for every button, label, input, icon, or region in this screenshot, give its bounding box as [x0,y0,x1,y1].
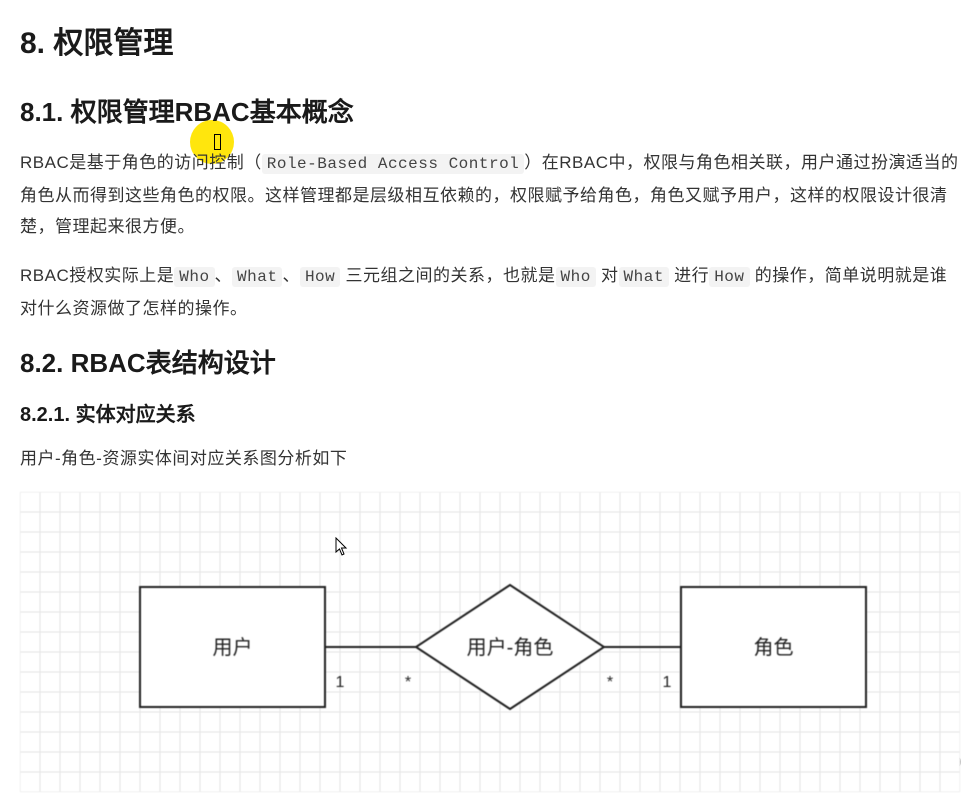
heading-section-8-1: 8.1. 权限管理RBAC基本概念 [20,92,960,129]
paragraph-rbac-intro: RBAC是基于角色的访问控制（Role-Based Access Control… [20,147,960,242]
svg-text:*: * [405,674,411,691]
text-fragment: 、 [215,266,233,285]
heading-section-8-2: 8.2. RBAC表结构设计 [20,343,960,380]
code-rbac-fullname: Role-Based Access Control [262,154,525,174]
heading-section-8: 8. 权限管理 [20,18,960,62]
paragraph-rbac-triplet: RBAC授权实际上是Who、What、How 三元组之间的关系，也就是Who 对… [20,260,960,324]
er-diagram-container: 1 * * 1 用户 用户-角色 角色 [20,492,960,792]
mouse-cursor-arrow [335,537,349,562]
text-fragment: 三元组之间的关系，也就是 [340,266,555,285]
svg-text:1: 1 [336,674,345,691]
code-who-2: Who [556,267,596,287]
svg-text:用户: 用户 [213,636,253,659]
svg-text:1: 1 [663,674,672,691]
paragraph-entity-relation: 用户-角色-资源实体间对应关系图分析如下 [20,443,960,474]
er-diagram-svg: 1 * * 1 用户 用户-角色 角色 [20,492,960,792]
code-what: What [232,267,282,287]
code-how: How [300,267,340,287]
code-what-2: What [619,267,669,287]
svg-text:用户-角色: 用户-角色 [467,636,554,659]
text-fragment: 进行 [669,266,709,285]
text-fragment: 、 [282,266,300,285]
svg-text:角色: 角色 [754,636,794,659]
code-how-2: How [709,267,749,287]
text-fragment: RBAC是基于角色的访问控制（ [20,153,262,172]
code-who: Who [174,267,214,287]
text-fragment: RBAC授权实际上是 [20,266,174,285]
heading-section-8-2-1: 8.2.1. 实体对应关系 [20,398,960,427]
text-fragment: 对 [596,266,619,285]
svg-text:*: * [607,674,613,691]
text-cursor-ibeam [214,134,221,150]
